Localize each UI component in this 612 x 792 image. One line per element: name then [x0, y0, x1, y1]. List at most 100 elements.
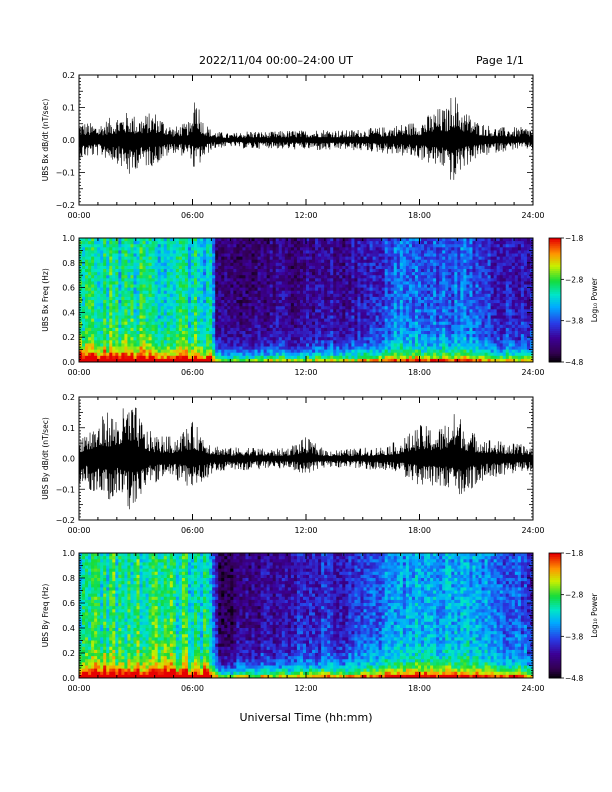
heat-cell [221, 241, 225, 245]
heat-cell [106, 352, 110, 357]
heat-cell [175, 287, 180, 292]
heat-cell [333, 296, 337, 301]
heat-cell [275, 343, 280, 347]
heat-cell [445, 247, 449, 251]
heat-cell [342, 303, 346, 307]
heat-cell [348, 343, 352, 347]
heat-cell [245, 346, 249, 350]
heat-cell [290, 278, 295, 282]
heat-cell [260, 327, 265, 332]
heat-cell [118, 349, 122, 354]
heat-cell [439, 352, 443, 357]
heat-cell [357, 315, 361, 319]
heat-cell [200, 290, 204, 295]
heat-cell [130, 349, 134, 354]
heat-cell [260, 269, 265, 273]
heat-cell [330, 259, 334, 264]
heat-cell [393, 340, 398, 344]
heat-cell [424, 340, 428, 344]
heat-cell [339, 275, 343, 279]
heat-cell [381, 315, 386, 319]
heat-cell [312, 247, 316, 251]
heat-cell [242, 315, 246, 319]
heat-cell [224, 337, 228, 341]
heat-cell [251, 346, 255, 350]
heat-cell [381, 321, 386, 326]
heat-cell [421, 247, 425, 251]
heat-cell [330, 265, 334, 270]
heat-cell [94, 247, 98, 251]
heat-cell [405, 358, 410, 363]
heat-cell [378, 349, 383, 354]
heat-cell [236, 355, 240, 360]
heat-cell [363, 281, 367, 285]
heat-cell [136, 284, 140, 288]
heat-cell [169, 281, 174, 285]
heat-cell [203, 340, 207, 344]
heat-cell [302, 256, 307, 261]
heat-cell [351, 315, 355, 319]
heat-cell [124, 256, 128, 261]
heat-cell [118, 303, 122, 307]
heat-cell [88, 238, 92, 242]
heat-cell [251, 324, 255, 329]
heat-cell [342, 281, 346, 285]
heat-cell [421, 303, 425, 307]
heat-cell [442, 349, 446, 354]
heat-cell [302, 287, 307, 292]
heat-cell [230, 262, 234, 267]
heat-cell [157, 318, 162, 323]
heat-cell [112, 281, 116, 285]
heat-cell [112, 352, 116, 357]
heat-cell [348, 340, 352, 344]
heat-cell [281, 331, 286, 335]
heat-cell [408, 321, 413, 326]
heat-cell [224, 343, 228, 347]
heat-cell [360, 312, 364, 316]
heat-cell [103, 281, 107, 285]
heat-cell [436, 340, 440, 344]
heat-cell [290, 358, 295, 363]
heat-cell [221, 262, 225, 267]
heat-cell [254, 315, 258, 319]
heat-cell [360, 269, 364, 273]
heat-cell [366, 293, 370, 298]
heat-cell [197, 256, 201, 261]
heat-cell [197, 281, 201, 285]
heat-cell [396, 315, 401, 319]
heat-cell [172, 337, 177, 341]
heat-cell [324, 290, 328, 295]
heat-cell [82, 358, 86, 363]
heat-cell [296, 265, 301, 270]
heat-cell [254, 318, 258, 323]
heat-cell [227, 300, 231, 304]
heat-cell [239, 296, 243, 301]
heat-cell [333, 309, 337, 313]
heat-cell [375, 293, 380, 298]
heat-cell [112, 290, 116, 295]
heat-cell [175, 241, 180, 245]
heat-cell [82, 334, 86, 338]
heat-cell [281, 340, 286, 344]
heat-cell [91, 355, 95, 360]
heat-cell [227, 262, 231, 267]
heat-cell [260, 300, 265, 304]
heat-cell [278, 343, 283, 347]
heat-cell [209, 334, 213, 338]
heat-cell [360, 293, 364, 298]
heat-cell [333, 253, 337, 257]
heat-cell [309, 321, 313, 326]
heat-cell [284, 318, 289, 323]
heat-cell [363, 334, 367, 338]
heat-cell [118, 269, 122, 273]
heat-cell [287, 284, 292, 288]
heat-cell [445, 250, 449, 254]
heat-cell [299, 312, 304, 316]
heat-cell [91, 303, 95, 307]
heat-cell [224, 250, 228, 254]
heat-cell [82, 253, 86, 257]
heat-cell [224, 290, 228, 295]
heat-cell [227, 358, 231, 363]
heat-cell [375, 269, 380, 273]
heat-cell [290, 290, 295, 295]
